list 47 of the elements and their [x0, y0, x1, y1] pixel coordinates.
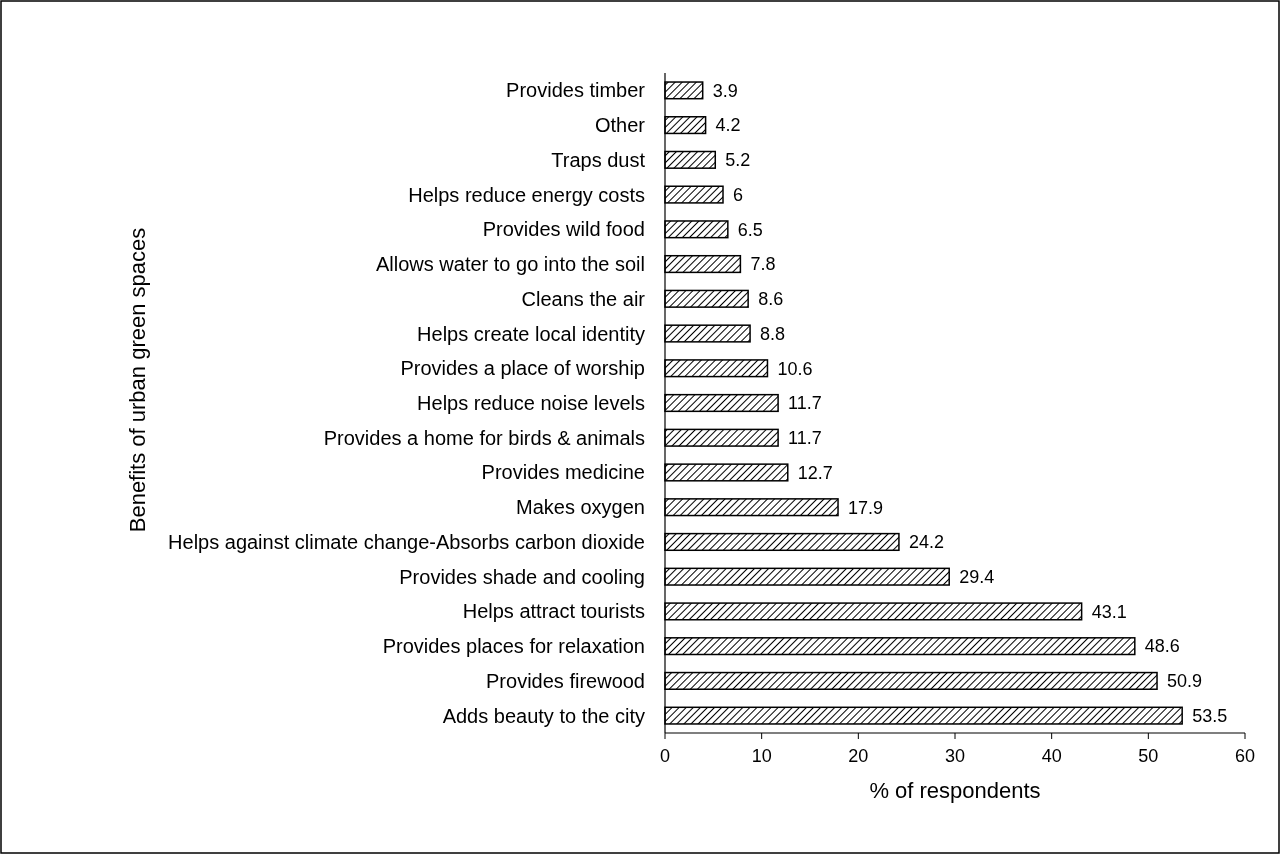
x-tick-label: 60: [1234, 746, 1256, 766]
data-label: 8.8: [760, 323, 786, 344]
y-tick-label: Provides medicine: [481, 461, 645, 484]
data-label: 5.2: [725, 150, 751, 171]
x-tick-label: 50: [1138, 746, 1159, 766]
data-label: 48.6: [1144, 636, 1180, 657]
x-tick-label: 10: [751, 746, 772, 766]
y-tick-label: Cleans the air: [521, 287, 646, 310]
y-tick-label: Helps reduce energy costs: [408, 183, 645, 206]
y-tick-label: Helps against climate change-Absorbs carbon dioxide: [168, 530, 645, 553]
y-tick-label: Helps attract tourists: [462, 600, 645, 623]
y-tick-label: Provides wild food: [482, 218, 645, 241]
y-axis-title: Benefits of urban green spaces: [125, 227, 150, 533]
x-tick-label: 40: [1041, 746, 1062, 766]
y-tick-label: Provides places for relaxation: [382, 635, 645, 658]
y-tick-label: Provides firewood: [486, 669, 645, 692]
data-label: 6.5: [737, 219, 763, 240]
data-label: 53.5: [1192, 705, 1228, 726]
y-tick-label: Allows water to go into the soil: [375, 253, 645, 276]
data-label: 7.8: [750, 254, 776, 275]
data-label: 3.9: [712, 80, 738, 101]
y-tick-label: Provides shade and cooling: [399, 565, 645, 588]
data-label: 17.9: [848, 497, 884, 518]
x-tick-label: 20: [848, 746, 869, 766]
y-tick-label: Helps create local identity: [417, 322, 645, 345]
x-tick-label: 30: [944, 746, 966, 766]
y-tick-label: Adds beauty to the city: [442, 704, 645, 727]
data-label: 11.7: [788, 428, 822, 449]
data-label: 43.1: [1091, 601, 1127, 622]
y-tick-label: Makes oxygen: [516, 496, 645, 519]
y-tick-label: Traps dust: [551, 148, 646, 171]
x-axis-title: % of respondents: [869, 778, 1041, 803]
data-label: 4.2: [715, 115, 741, 136]
data-label: 10.6: [777, 358, 813, 379]
x-tick-label: 0: [659, 746, 671, 766]
y-tick-label: Helps reduce noise levels: [417, 392, 645, 414]
y-tick-label: Provides a home for birds & animals: [323, 426, 645, 449]
data-label: 8.6: [758, 289, 784, 310]
data-label: 11.7: [788, 393, 822, 414]
y-tick-label: Provides a place of worship: [400, 357, 645, 380]
y-tick-label: Provides timber: [506, 79, 646, 102]
y-tick-label: Other: [594, 114, 646, 137]
data-label: 50.9: [1167, 671, 1203, 692]
data-label: 12.7: [797, 462, 833, 483]
data-label: 29.4: [959, 566, 995, 587]
data-label: 24.2: [908, 532, 944, 553]
data-label: 6: [733, 184, 744, 205]
